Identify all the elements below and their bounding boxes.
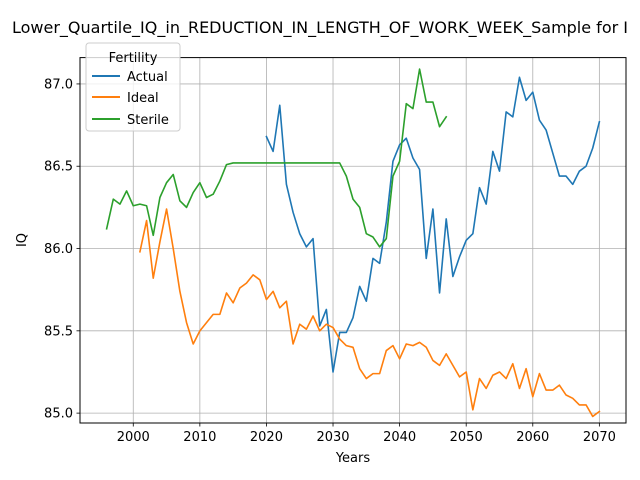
y-tick-label: 87.0 (44, 77, 73, 92)
x-tick-label: 2000 (117, 430, 150, 445)
chart-title: Lower_Quartile_IQ_in_REDUCTION_IN_LENGTH… (12, 18, 628, 38)
x-tick-label: 2070 (583, 430, 616, 445)
y-axis-label: IQ (15, 233, 30, 247)
y-tick-label: 85.0 (44, 407, 73, 422)
legend-title: Fertility (109, 51, 158, 66)
x-tick-label: 2020 (250, 430, 283, 445)
x-tick-label: 2030 (316, 430, 349, 445)
series-line-actual (265, 76, 601, 373)
x-tick-label: 2050 (450, 430, 483, 445)
grid-lines (80, 57, 626, 423)
x-tick-label: 2040 (383, 430, 416, 445)
legend-box (85, 42, 181, 132)
y-tick-label: 86.5 (44, 160, 73, 175)
y-tick-label: 85.5 (44, 324, 73, 339)
plot-frame (79, 57, 627, 424)
series-line-ideal (138, 208, 601, 418)
legend: Fertility Actual Ideal Sterile (85, 42, 181, 132)
y-tick-label: 86.0 (44, 242, 73, 257)
legend-label-sterile: Sterile (127, 113, 169, 128)
legend-label-actual: Actual (127, 70, 168, 85)
series-line-sterile (105, 68, 448, 248)
x-axis-label: Years (335, 451, 371, 466)
x-axis: 2000 2010 2020 2030 2040 2050 2060 2070 (117, 423, 616, 445)
y-axis: 85.0 85.5 86.0 86.5 87.0 (44, 77, 80, 422)
x-tick-label: 2010 (183, 430, 216, 445)
series-lines (105, 68, 601, 418)
x-tick-label: 2060 (516, 430, 549, 445)
legend-label-ideal: Ideal (127, 91, 159, 106)
